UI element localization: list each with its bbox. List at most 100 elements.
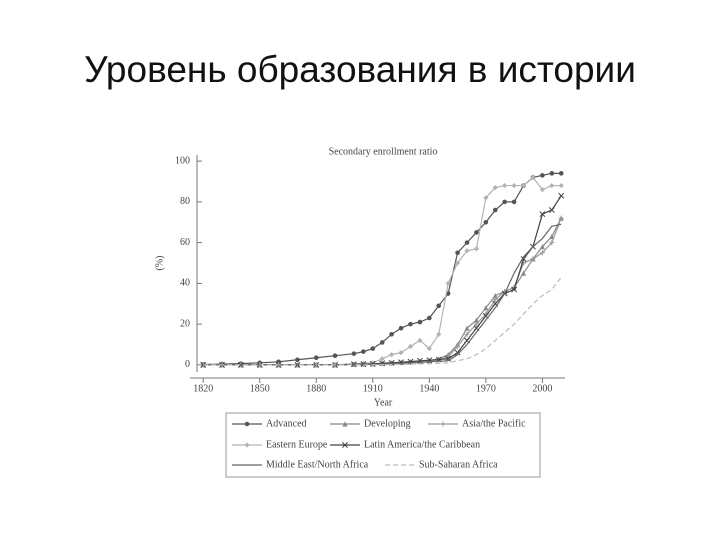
marker xyxy=(539,211,546,218)
legend-label: Asia/the Pacific xyxy=(462,418,526,429)
marker xyxy=(511,182,517,189)
x-tick-label: 1910 xyxy=(363,383,383,394)
marker xyxy=(492,292,498,299)
y-tick-label: 0 xyxy=(185,359,190,370)
marker xyxy=(389,332,394,337)
marker xyxy=(454,260,461,266)
legend-label: Eastern Europe xyxy=(266,439,328,450)
marker xyxy=(558,171,564,176)
legend-label: Latin America/the Caribbean xyxy=(364,439,480,450)
x-tick-label: 1970 xyxy=(476,383,496,394)
marker xyxy=(464,240,470,245)
marker xyxy=(244,421,250,427)
marker xyxy=(276,359,281,365)
marker xyxy=(539,244,545,250)
marker xyxy=(417,337,423,344)
series-line xyxy=(203,276,562,366)
marker xyxy=(398,325,404,331)
marker xyxy=(549,240,555,246)
marker xyxy=(379,340,385,345)
marker xyxy=(440,421,446,427)
marker xyxy=(436,331,442,337)
series-line xyxy=(203,172,562,366)
legend-label: Advanced xyxy=(266,418,307,429)
x-axis-label: Year xyxy=(374,397,393,408)
x-tick-label: 1820 xyxy=(193,383,213,394)
legend-label: Middle East/North Africa xyxy=(266,459,369,470)
x-tick-label: 1940 xyxy=(419,383,439,394)
marker xyxy=(398,350,404,356)
y-tick-label: 20 xyxy=(180,318,190,329)
marker xyxy=(474,230,479,235)
marker xyxy=(548,207,555,213)
marker xyxy=(483,219,489,225)
marker xyxy=(502,182,508,189)
marker xyxy=(483,195,489,201)
series-line xyxy=(203,223,562,366)
marker xyxy=(549,182,555,189)
legend-box xyxy=(225,412,541,478)
marker xyxy=(492,185,498,191)
marker xyxy=(244,442,250,448)
y-tick-label: 80 xyxy=(180,196,190,207)
series-line xyxy=(203,176,562,366)
marker xyxy=(407,343,414,350)
marker xyxy=(539,250,545,256)
marker xyxy=(520,270,527,276)
marker xyxy=(511,286,518,293)
marker xyxy=(454,343,461,350)
marker xyxy=(351,351,357,356)
marker xyxy=(558,215,564,221)
marker xyxy=(426,345,432,352)
marker xyxy=(408,321,413,327)
marker xyxy=(520,182,527,189)
marker xyxy=(342,421,348,427)
marker xyxy=(530,174,536,181)
marker xyxy=(417,319,423,325)
legend-label: Sub-Saharan Africa xyxy=(419,459,498,470)
marker xyxy=(464,331,470,337)
marker xyxy=(332,353,338,358)
marker xyxy=(295,357,300,363)
marker xyxy=(427,315,432,321)
y-tick-label: 60 xyxy=(180,237,190,248)
marker xyxy=(473,317,480,323)
marker xyxy=(436,303,442,309)
marker xyxy=(558,192,565,199)
marker xyxy=(539,187,545,193)
marker xyxy=(370,346,376,351)
series-line xyxy=(203,195,562,366)
marker xyxy=(473,321,480,327)
marker xyxy=(313,355,319,361)
x-tick-label: 1850 xyxy=(250,383,270,394)
marker xyxy=(511,199,517,205)
marker xyxy=(454,349,461,356)
y-tick-label: 100 xyxy=(175,155,190,166)
marker xyxy=(342,442,348,448)
marker xyxy=(379,356,385,362)
marker xyxy=(530,256,536,262)
x-tick-label: 2000 xyxy=(532,383,552,394)
slide-title: Уровень образования в истории xyxy=(84,49,636,90)
marker xyxy=(540,173,545,178)
marker xyxy=(360,360,366,366)
chart-title: Secondary enrollment ratio xyxy=(329,146,438,157)
marker xyxy=(558,182,564,189)
marker xyxy=(464,325,470,331)
marker xyxy=(492,297,498,303)
y-tick-label: 40 xyxy=(180,278,190,289)
marker xyxy=(492,207,498,213)
marker xyxy=(445,280,451,286)
marker xyxy=(483,305,489,311)
marker xyxy=(455,250,460,256)
marker xyxy=(389,352,395,358)
marker xyxy=(473,246,480,252)
marker xyxy=(502,199,507,205)
marker xyxy=(549,171,555,176)
marker xyxy=(464,248,470,254)
marker xyxy=(361,349,366,354)
x-tick-label: 1880 xyxy=(306,383,326,394)
y-axis-label: (%) xyxy=(154,256,165,271)
